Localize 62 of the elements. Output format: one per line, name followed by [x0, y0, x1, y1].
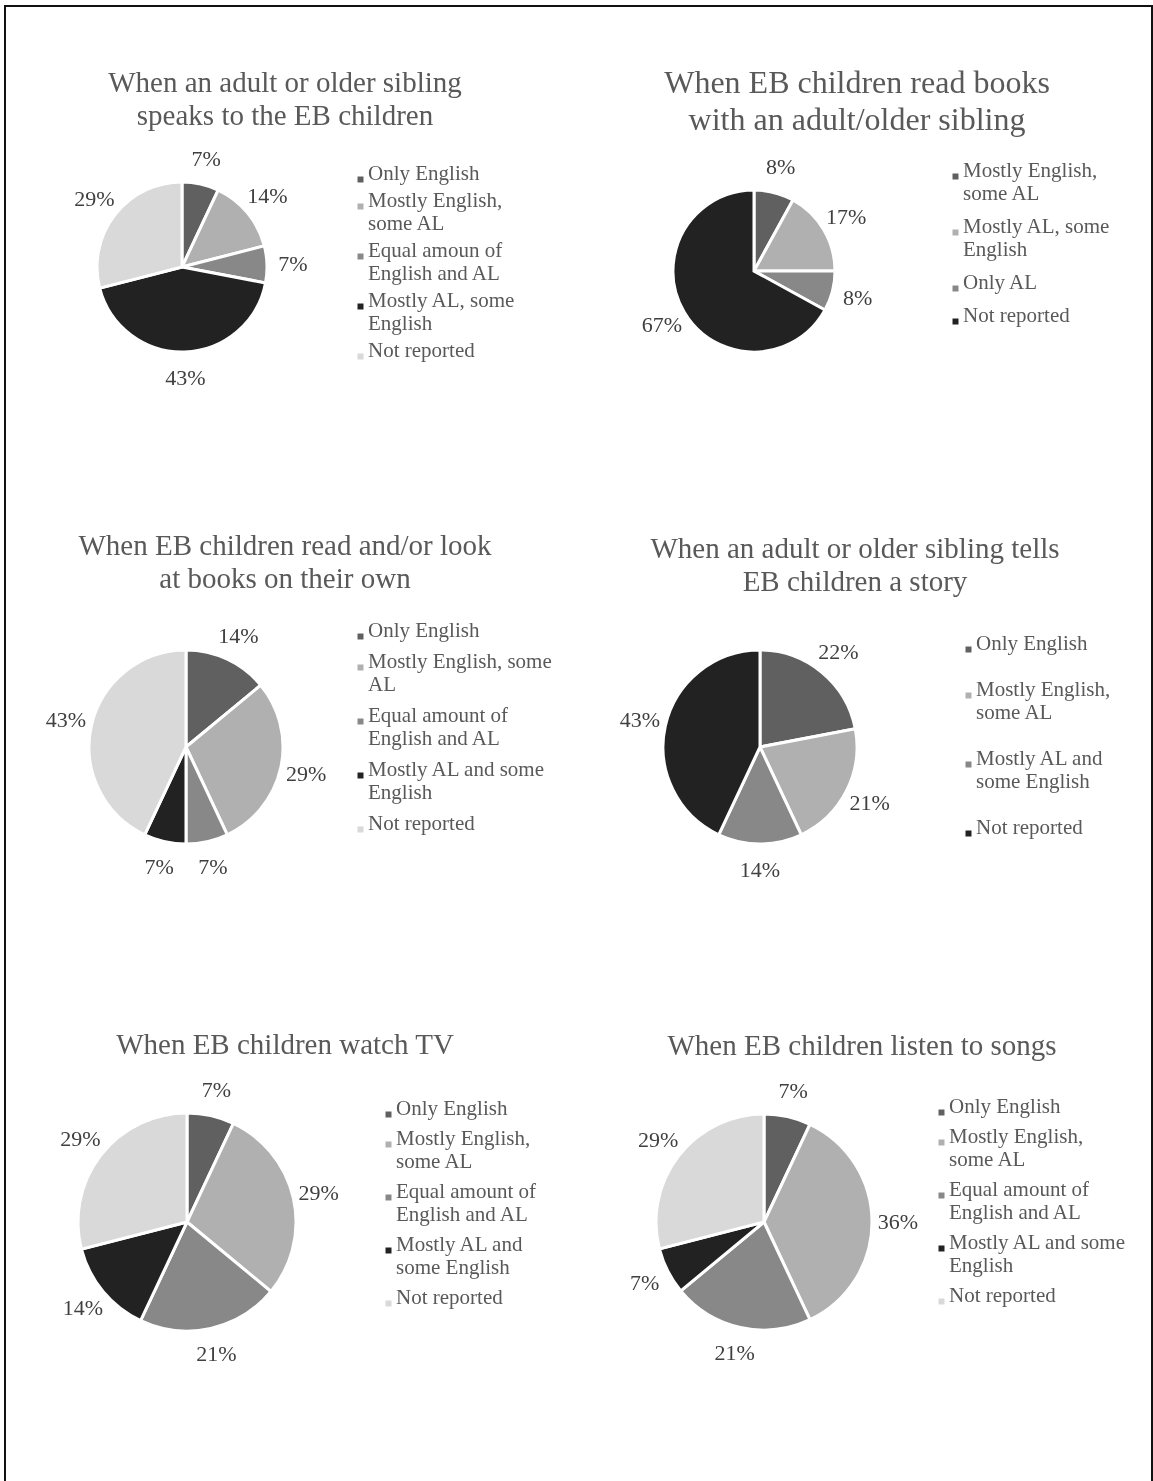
data-label: 21% [714, 1339, 755, 1365]
legend-label: Equal amoun of English and AL [368, 237, 503, 285]
data-label: 21% [196, 1340, 237, 1366]
legend-label: Mostly English, some AL [949, 1123, 1084, 1171]
legend-label: Only English [976, 630, 1088, 655]
data-label: 7% [144, 854, 174, 880]
data-label: 36% [877, 1209, 919, 1234]
data-label: 7% [278, 250, 308, 276]
legend-label: Only English [396, 1095, 508, 1120]
chart-title: When EB children read and/or look at books on their own [78, 529, 493, 594]
chart-title: When an adult or older sibling tells EB children a story [650, 532, 1060, 597]
legend-label: Mostly AL, some English [368, 287, 515, 335]
legend-label: Equal amount of English and AL [949, 1176, 1089, 1224]
data-label: 21% [849, 789, 890, 815]
legend-label: Not reported [963, 302, 1071, 327]
chart-title: When EB children listen to songs [667, 1029, 1057, 1061]
legend-label: Only English [949, 1093, 1061, 1118]
legend-label: Only English [368, 617, 480, 642]
chart-title: When EB children watch TV [116, 1028, 454, 1060]
data-label: 29% [298, 1179, 339, 1205]
legend-label: Not reported [396, 1284, 504, 1309]
legend-label: Mostly English, some AL [963, 157, 1098, 205]
legend-label: Mostly AL, some English [963, 213, 1110, 261]
chart-title: When an adult or older sibling speaks to the EB children [108, 66, 462, 131]
legend-label: Not reported [976, 814, 1084, 839]
data-label: 22% [818, 639, 859, 665]
legend-label: Mostly English, some AL [368, 648, 552, 696]
legend-label: Mostly AL and some English [368, 756, 544, 804]
legend-label: Only AL [963, 269, 1038, 294]
data-label: 29% [74, 185, 115, 211]
legend-label: Mostly English, some AL [368, 187, 503, 235]
data-label: 14% [739, 857, 781, 882]
legend-label: Not reported [368, 337, 476, 362]
data-label: 29% [637, 1126, 679, 1152]
data-label: 14% [62, 1295, 104, 1321]
legend-label: Mostly AL and some English [976, 745, 1103, 793]
legend-label: Equal amount of English and AL [368, 702, 508, 750]
legend-label: Not reported [368, 810, 476, 835]
data-label: 14% [218, 622, 259, 648]
data-label: 17% [825, 203, 867, 229]
data-label: 7% [778, 1078, 808, 1104]
chart-title: When EB children read books with an adult/older sibling [664, 64, 1050, 137]
data-label: 7% [629, 1269, 660, 1295]
legend-label: Equal amount of English and AL [396, 1178, 536, 1226]
legend-label: Not reported [949, 1282, 1057, 1307]
data-label: 14% [247, 183, 288, 209]
legend-label: Mostly AL and some English [949, 1229, 1125, 1277]
data-label: 7% [198, 854, 228, 880]
data-label: 29% [285, 760, 327, 786]
data-label: 43% [619, 707, 661, 733]
data-label: 43% [45, 707, 87, 733]
data-label: 67% [641, 312, 683, 338]
data-label: 7% [201, 1077, 232, 1103]
data-label: 8% [842, 284, 873, 310]
data-label: 29% [60, 1126, 101, 1152]
legend-label: Only English [368, 160, 480, 185]
data-label: 8% [765, 154, 796, 180]
legend-label: Mostly English, some AL [976, 676, 1111, 724]
data-label: 7% [191, 145, 221, 171]
data-label: 43% [165, 364, 206, 390]
legend-label: Mostly AL and some English [396, 1231, 523, 1279]
legend-label: Mostly English, some AL [396, 1125, 531, 1173]
